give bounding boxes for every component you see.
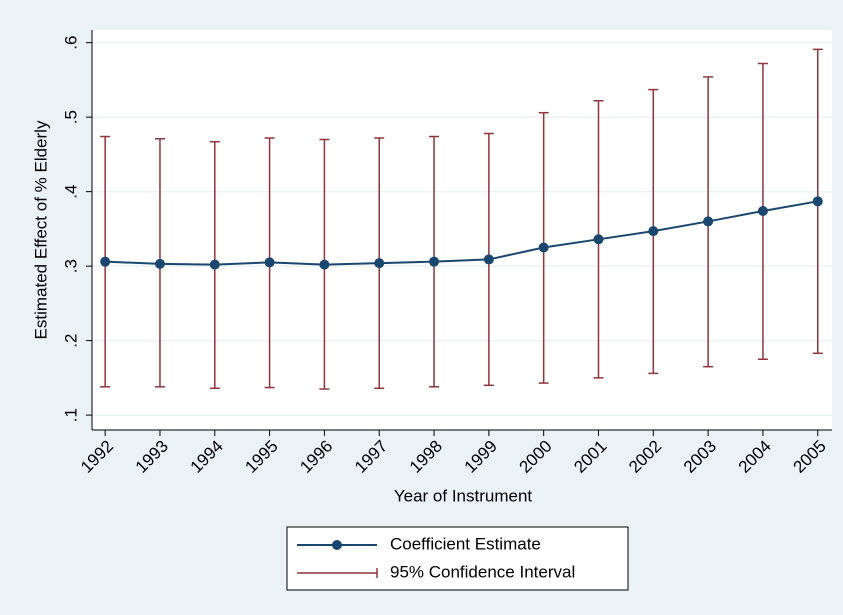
marker	[209, 259, 220, 270]
y-tick-label: .2	[61, 334, 80, 348]
marker	[374, 258, 385, 269]
legend-label: 95% Confidence Interval	[390, 562, 575, 581]
marker	[100, 256, 111, 267]
marker	[812, 196, 823, 207]
plot-area	[92, 30, 832, 430]
legend-box	[286, 526, 629, 591]
marker	[538, 242, 549, 253]
marker	[264, 257, 275, 268]
marker	[483, 254, 494, 265]
marker	[593, 234, 604, 245]
marker	[703, 216, 714, 227]
x-axis-title: Year of Instrument	[394, 486, 533, 505]
y-tick-label: .1	[61, 408, 80, 422]
y-tick-label: .6	[61, 36, 80, 50]
marker	[154, 258, 165, 269]
marker	[648, 226, 659, 237]
marker	[757, 206, 768, 217]
marker	[319, 259, 330, 270]
y-axis-title: Estimated Effect of % Elderly	[31, 120, 50, 339]
y-tick-label: .4	[61, 185, 80, 199]
legend-label: Coefficient Estimate	[390, 534, 541, 553]
y-tick-label: .5	[61, 110, 80, 124]
y-tick-label: .3	[61, 259, 80, 273]
line	[105, 200, 818, 266]
legend-marker	[332, 540, 342, 550]
marker	[429, 256, 440, 267]
